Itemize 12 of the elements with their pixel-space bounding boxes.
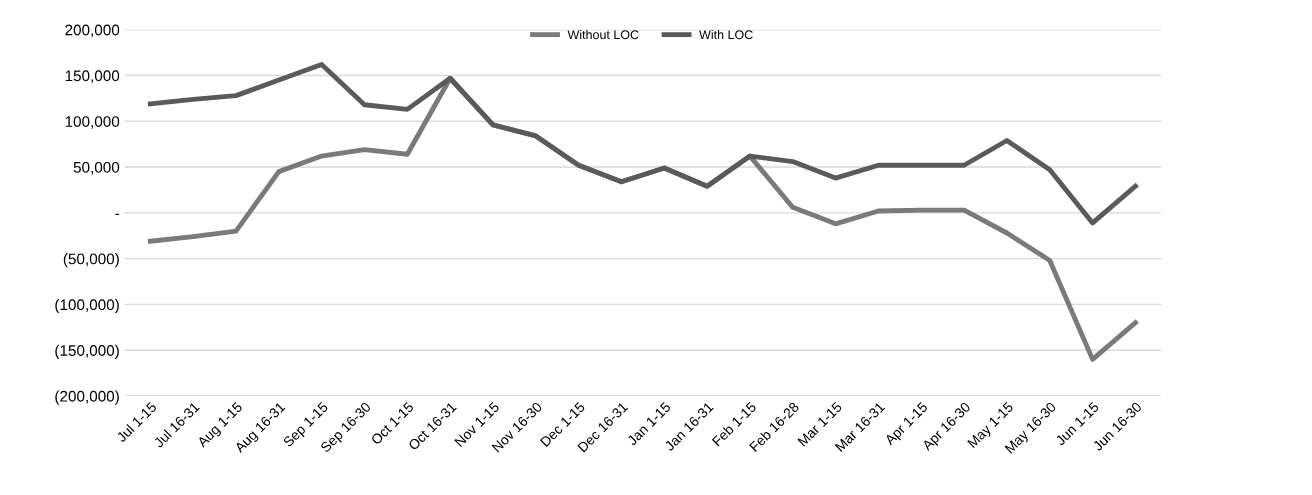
- y-tick-label: (150,000): [55, 344, 119, 359]
- y-tick-label: (100,000): [55, 298, 119, 314]
- y-tick-label: 50,000: [73, 161, 120, 175]
- legend-label: With LOC: [699, 29, 753, 40]
- y-tick-label: 100,000: [65, 116, 120, 129]
- y-tick-label: (50,000): [63, 253, 119, 268]
- line-series: [147, 62, 1138, 226]
- y-tick-label: (200,000): [55, 390, 119, 405]
- y-tick-label: 150,000: [65, 70, 120, 83]
- y-tick-label: -: [115, 213, 120, 215]
- y-tick-label: 200,000: [65, 24, 120, 38]
- legend-label: Without LOC: [567, 29, 639, 40]
